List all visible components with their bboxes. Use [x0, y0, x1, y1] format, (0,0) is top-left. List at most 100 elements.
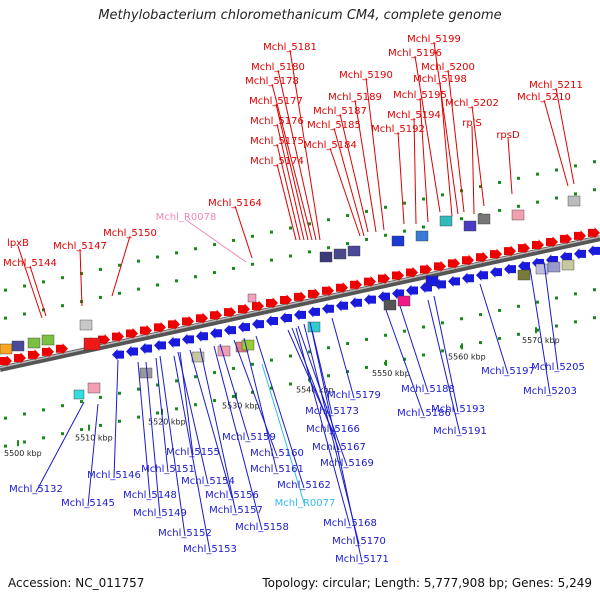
track-dot [593, 288, 596, 292]
forward-label-line [354, 99, 377, 233]
track-dot [137, 287, 140, 291]
forward-gene-arrow [350, 279, 362, 291]
track-dot [251, 262, 254, 266]
forward-gene-label: Mchl_5190 [339, 70, 393, 81]
forward-label-line [111, 235, 131, 297]
forward-label-line [471, 105, 485, 207]
reverse-label-line [399, 305, 429, 393]
forward-cog-box [415, 230, 429, 242]
forward-label-line [277, 69, 317, 241]
reverse-gene-arrow [224, 324, 236, 336]
reverse-label-line [213, 345, 263, 531]
accession-text: Accession: NC_011757 [8, 576, 145, 590]
reverse-gene-arrow [336, 300, 348, 312]
reverse-label-line [173, 355, 211, 553]
track-dot [365, 237, 368, 241]
ruler-label: 5510 kbp [75, 434, 113, 443]
track-dot [99, 395, 102, 399]
forward-cog-box [79, 319, 93, 331]
track-dot [194, 275, 197, 279]
forward-gene-arrow [42, 346, 54, 358]
track-dot [403, 229, 406, 233]
forward-gene-arrow [406, 266, 418, 279]
track-dot [308, 250, 311, 254]
track-dot [80, 400, 83, 404]
track-dot [327, 346, 330, 350]
track-dot [4, 416, 7, 420]
forward-gene-arrow [266, 297, 278, 309]
forward-gene-arrow [322, 285, 334, 297]
track-dot [422, 353, 425, 357]
forward-gene-arrow [560, 233, 572, 245]
track-dot [118, 391, 121, 395]
reverse-gene-arrow [574, 248, 586, 260]
reverse-gene-arrow [294, 309, 306, 321]
forward-gene-arrow [14, 352, 26, 364]
reverse-cog-box [307, 321, 321, 333]
forward-gene-arrow [308, 288, 320, 300]
reverse-gene-label: Mchl_5191 [433, 426, 487, 437]
forward-cog-box [511, 209, 525, 221]
track-dot [384, 205, 387, 209]
reverse-gene-label: Mchl_5197 [481, 366, 535, 377]
forward-gene-arrow [56, 343, 68, 355]
reverse-gene-arrow [490, 266, 502, 278]
track-dot [574, 192, 577, 196]
genome-summary-text: Topology: circular; Length: 5,777,908 bp… [262, 576, 592, 590]
forward-gene-arrow [238, 303, 250, 315]
forward-label-line [413, 117, 417, 225]
reverse-cog-box [87, 382, 101, 394]
forward-label-line [276, 123, 305, 241]
track-dot [479, 185, 482, 189]
forward-label-line [185, 219, 247, 263]
forward-gene-label: Mchl_5210 [517, 92, 571, 103]
reverse-label-line [233, 339, 278, 457]
forward-gene-arrow [434, 260, 446, 272]
reverse-gene-arrow [518, 260, 530, 272]
reverse-gene-label: Mchl_5193 [431, 404, 485, 415]
forward-cog-box [0, 343, 13, 355]
track-dot [270, 358, 273, 362]
track-dot [80, 272, 83, 276]
track-dot [308, 222, 311, 226]
forward-cog-box [27, 337, 41, 349]
forward-cog-box [439, 215, 453, 227]
reverse-gene-arrow [266, 315, 278, 327]
forward-label-line [234, 205, 253, 259]
track-dot [460, 217, 463, 221]
track-dot [251, 234, 254, 238]
track-dot [289, 254, 292, 258]
track-dot [498, 308, 501, 312]
reverse-label-line [137, 361, 151, 499]
reverse-gene-arrow [448, 275, 460, 287]
reverse-gene-label: Mchl_5203 [523, 386, 577, 397]
track-dot [593, 316, 596, 320]
reverse-gene-label: Mchl_5146 [87, 470, 141, 481]
reverse-gene-label: Mchl_5154 [181, 476, 235, 487]
track-dot [498, 336, 501, 340]
reverse-gene-arrow [378, 290, 390, 303]
track-dot [574, 320, 577, 324]
track-dot [289, 226, 292, 230]
forward-label-line [414, 55, 441, 213]
forward-label-line [276, 163, 297, 241]
forward-gene-label: Mchl_5185 [307, 120, 361, 131]
reverse-gene-label: Mchl_5151 [141, 464, 195, 475]
track-dot [61, 432, 64, 436]
track-dot [498, 208, 501, 212]
forward-gene-label: Mchl_5144 [3, 258, 57, 269]
track-dot [517, 176, 520, 180]
reverse-gene-label: Mchl_5158 [235, 522, 289, 533]
reverse-label-line [295, 327, 351, 527]
forward-label-line [447, 69, 465, 213]
track-dot [346, 370, 349, 374]
track-dot [137, 387, 140, 391]
reverse-gene-arrow [322, 303, 334, 315]
forward-label-line [543, 99, 569, 187]
reverse-gene-arrow [308, 306, 320, 318]
track-dot [441, 193, 444, 197]
forward-gene-label: Mchl_5194 [387, 110, 441, 121]
track-dot [346, 342, 349, 346]
gene-label-layer: lpxB Mchl_5144 Mchl_5147 Mchl_5150 Mchl_R007… [3, 34, 585, 565]
track-dot [384, 333, 387, 337]
